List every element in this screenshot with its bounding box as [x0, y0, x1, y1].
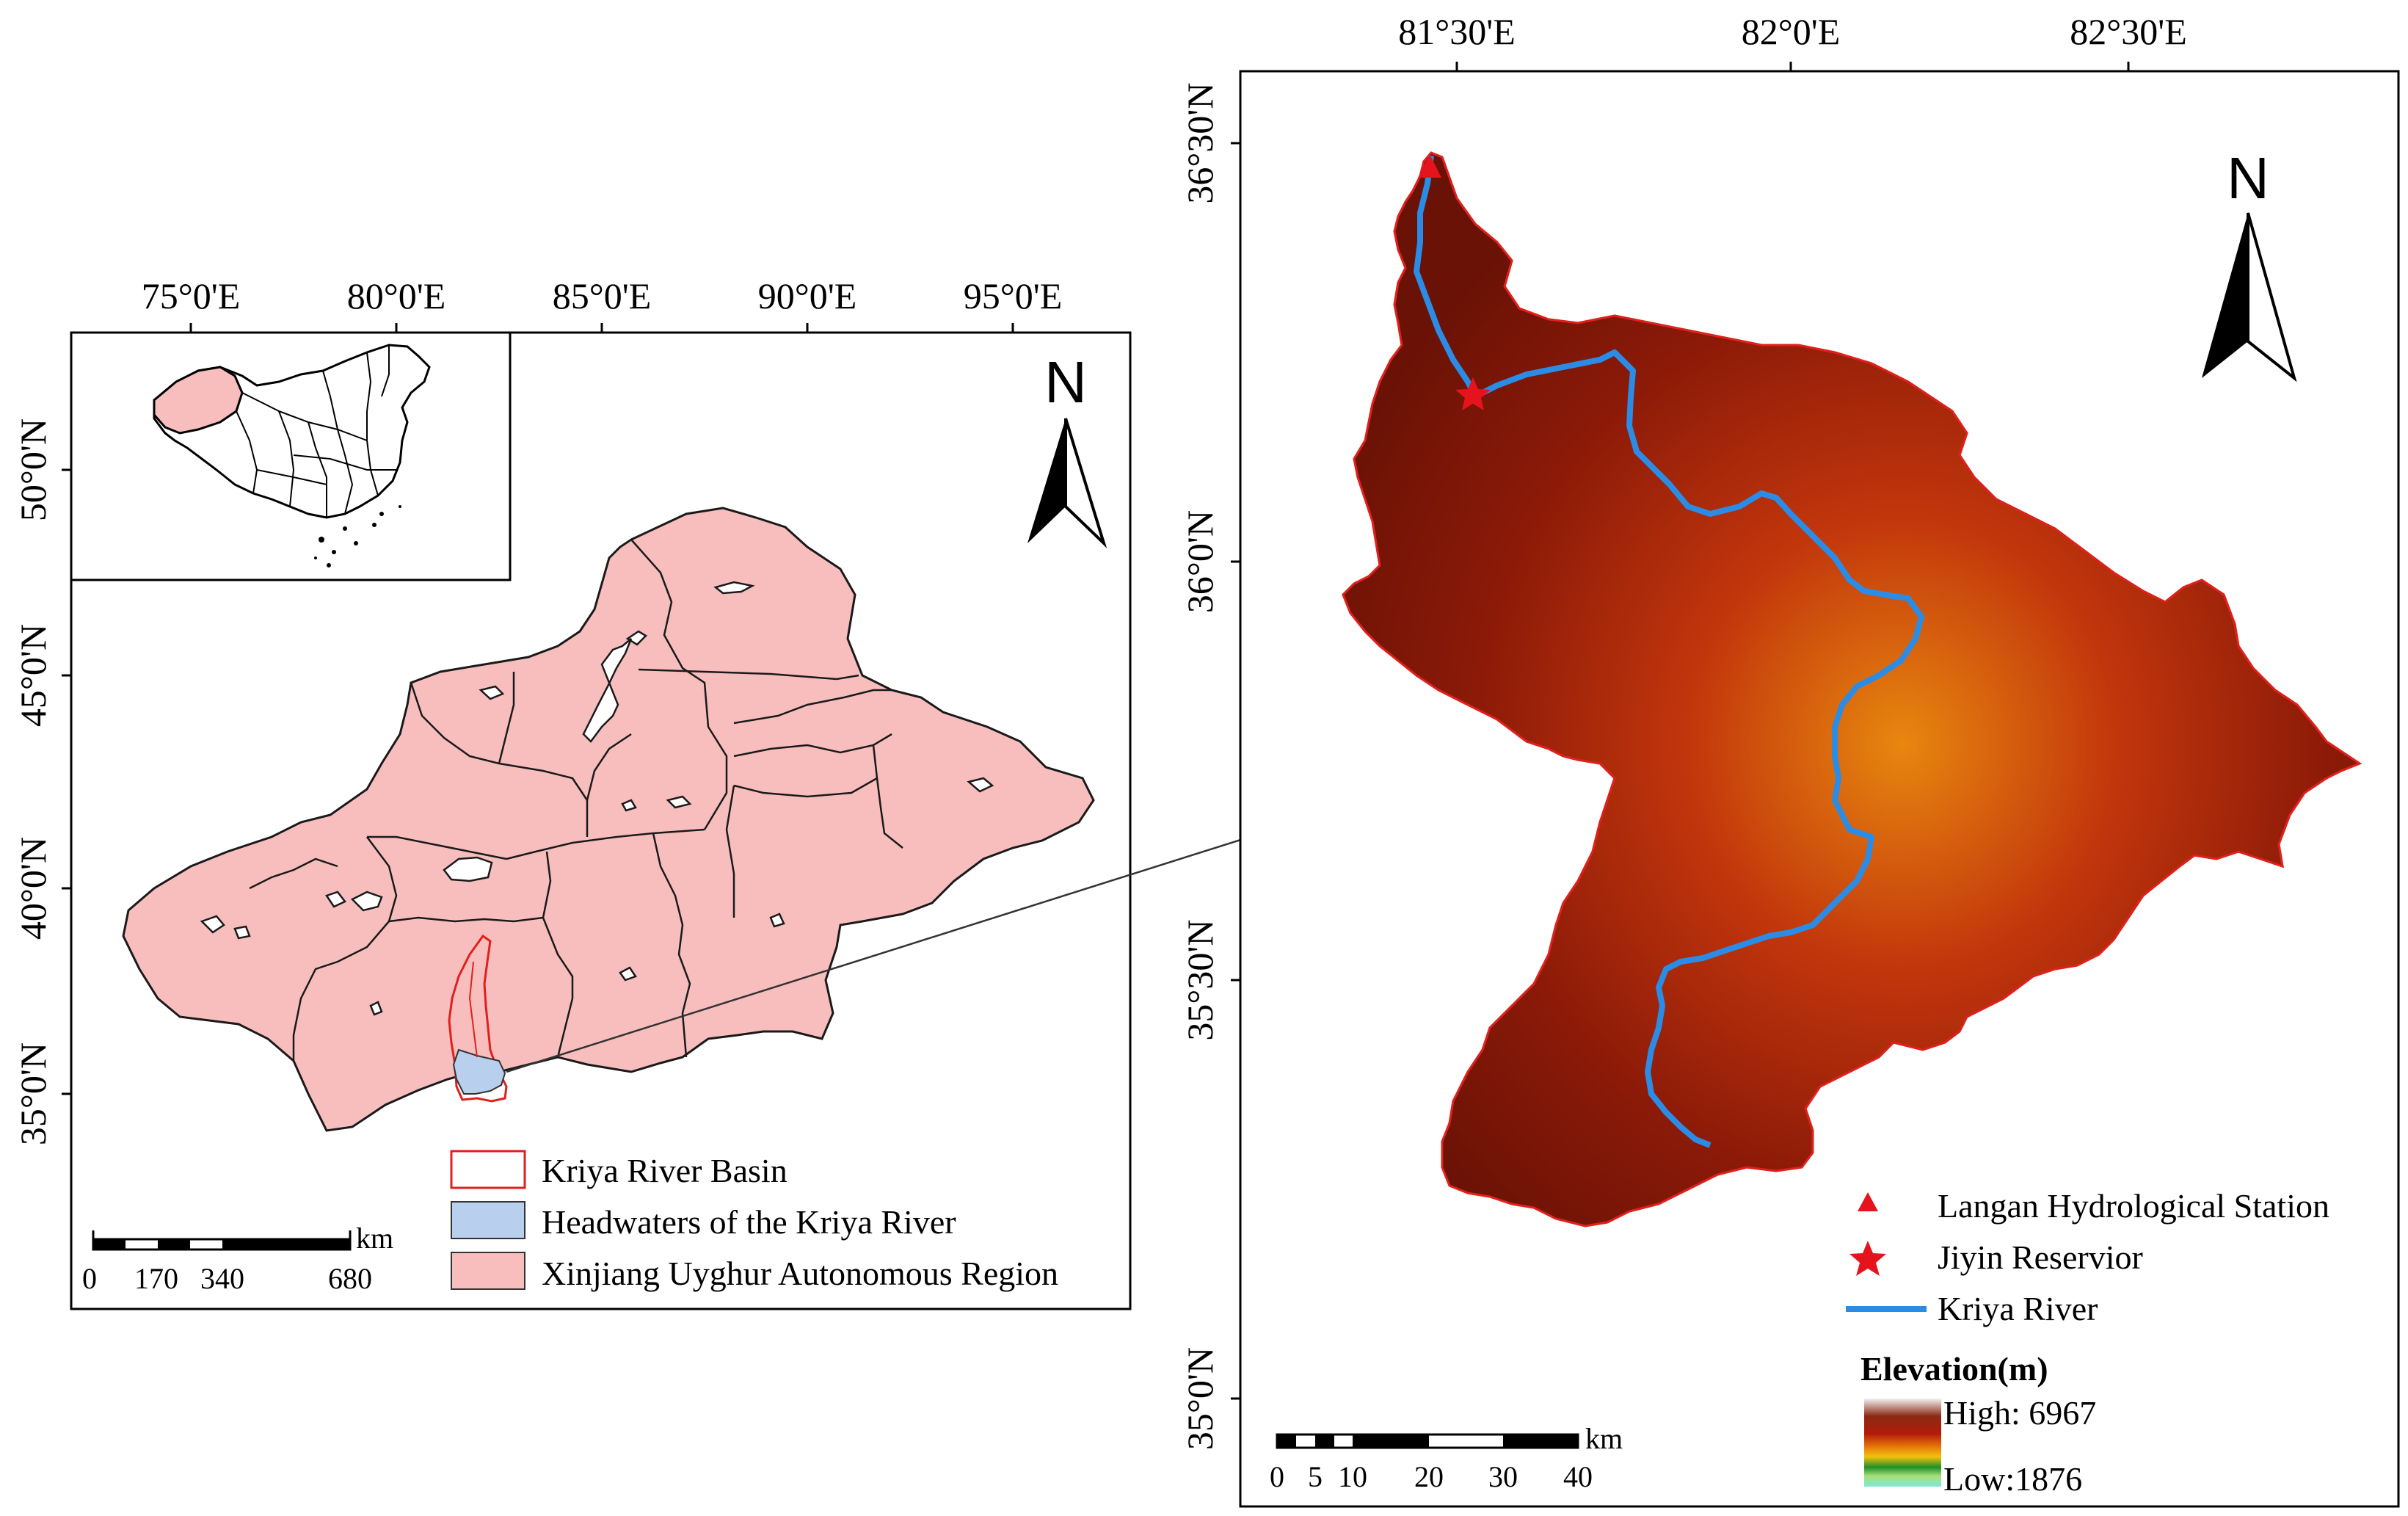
left-top-tick-label: 95°0'E [964, 275, 1063, 316]
left-scale-label: 340 [200, 1262, 244, 1295]
elevation-title: Elevation(m) [1860, 1350, 2048, 1388]
legend-item-xinjiang: Xinjiang Uyghur Autonomous Region [451, 1252, 1058, 1292]
legend-label: Langan Hydrological Station [1938, 1187, 2329, 1225]
right-top-tick-label: 82°30'E [2070, 11, 2187, 52]
right-scale-bar: km 0 5 10 20 30 40 [1270, 1422, 1623, 1493]
left-scale-label: 0 [82, 1262, 97, 1295]
left-side-tick-label: 45°0'N [12, 624, 54, 727]
right-scale-unit: km [1585, 1422, 1623, 1455]
legend-item-headwaters: Headwaters of the Kriya River [451, 1201, 956, 1241]
right-scale-label: 20 [1414, 1460, 1444, 1493]
china-inset [70, 331, 512, 581]
xinjiang-map [122, 507, 1095, 1132]
headwaters-area [452, 1048, 506, 1095]
legend-label: Kriya River [1938, 1290, 2098, 1327]
left-north-label: N [1044, 349, 1087, 415]
jiyin-reservoir-marker [1455, 377, 1491, 410]
legend-label: Kriya River Basin [542, 1152, 787, 1189]
left-scale-unit: km [356, 1222, 393, 1255]
kriya-river-line [1414, 155, 1924, 1148]
left-top-ticks: 75°0'E 80°0'E 85°0'E 90°0'E 95°0'E [142, 275, 1063, 333]
prefecture-boundaries [249, 539, 903, 1061]
elevation-high-label: High: 6967 [1943, 1394, 2096, 1432]
right-scale-label: 10 [1338, 1460, 1367, 1493]
elevation-ramp [1864, 1399, 1941, 1487]
left-legend: Kriya River Basin Headwaters of the Kriy… [450, 1150, 1058, 1292]
left-top-tick-label: 75°0'E [142, 275, 241, 316]
kriya-basin-outline [448, 934, 508, 1103]
elevation-low-label: Low:1876 [1943, 1460, 2082, 1498]
lakes [200, 581, 994, 1016]
legend-label: Xinjiang Uyghur Autonomous Region [542, 1255, 1058, 1292]
left-side-ticks: 50°0'N 45°0'N 40°0'N 35°0'N [12, 418, 71, 1145]
right-scale-label: 40 [1563, 1460, 1593, 1493]
right-side-tick-label: 35°30'N [1179, 919, 1221, 1040]
left-north-arrow: N [1027, 349, 1107, 548]
left-map: 75°0'E 80°0'E 85°0'E 90°0'E 95°0'E 50°0'… [12, 275, 1420, 1310]
right-north-arrow: N [2202, 145, 2297, 382]
right-scale-label: 0 [1270, 1460, 1284, 1493]
right-top-tick-label: 82°0'E [1742, 11, 1841, 52]
xinjiang-region [122, 507, 1095, 1132]
legend-item-langan-station: Langan Hydrological Station [1858, 1187, 2329, 1225]
langan-station-marker [1418, 154, 1441, 178]
right-top-tick-label: 81°30'E [1398, 11, 1516, 52]
right-north-label: N [2227, 145, 2269, 211]
star-icon [1849, 1241, 1886, 1276]
right-scale-label: 5 [1308, 1460, 1323, 1493]
left-scale-label: 680 [328, 1262, 372, 1295]
legend-item-kriya-basin: Kriya River Basin [450, 1150, 787, 1189]
left-top-tick-label: 80°0'E [347, 275, 446, 316]
left-side-tick-label: 40°0'N [12, 837, 54, 940]
right-side-tick-label: 36°30'N [1179, 82, 1221, 203]
right-side-tick-label: 36°0'N [1179, 510, 1221, 613]
right-side-ticks: 36°30'N 36°0'N 35°30'N 35°0'N [1179, 82, 1240, 1450]
elevation-legend: Elevation(m) High: 6967 Low:1876 [1860, 1350, 2096, 1498]
right-top-ticks: 81°30'E 82°0'E 82°30'E [1398, 11, 2187, 71]
left-scale-label: 170 [134, 1262, 178, 1295]
legend-label: Headwaters of the Kriya River [542, 1203, 956, 1241]
legend-label: Jiyin Reservior [1938, 1238, 2143, 1276]
legend-item-jiyin-reservoir: Jiyin Reservior [1849, 1238, 2143, 1276]
left-top-tick-label: 90°0'E [758, 275, 857, 316]
right-side-tick-label: 35°0'N [1179, 1347, 1221, 1450]
left-side-tick-label: 50°0'N [12, 418, 54, 521]
legend-item-kriya-river: Kriya River [1846, 1290, 2098, 1327]
triangle-icon [1858, 1192, 1878, 1211]
right-map: 81°30'E 82°0'E 82°30'E 36°30'N 36°0'N 35… [1179, 11, 2400, 1508]
right-legend: Langan Hydrological Station Jiyin Reserv… [1846, 1187, 2329, 1327]
left-top-tick-label: 85°0'E [553, 275, 652, 316]
right-scale-label: 30 [1488, 1460, 1518, 1493]
left-side-tick-label: 35°0'N [12, 1042, 54, 1145]
left-scale-bar: km 0 170 340 680 [82, 1222, 393, 1295]
